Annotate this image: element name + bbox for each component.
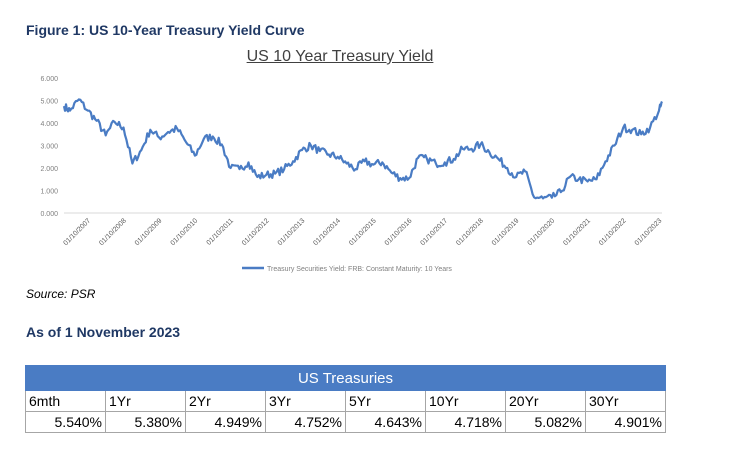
y-tick-label: 6.000 [40,76,58,83]
x-tick-label: 01/10/2008 [98,217,128,247]
y-tick-label: 4.000 [40,121,58,128]
series-line [62,98,663,200]
chart-title: US 10 Year Treasury Yield [0,48,680,66]
x-tick-label: 01/10/2010 [170,217,200,247]
table-value-cell: 5.082% [505,411,586,433]
table-header-row: 6mth 1Yr 2Yr 3Yr 5Yr 10Yr 20Yr 30Yr [25,390,666,412]
x-tick-label: 01/10/2013 [277,217,307,247]
x-tick-label: 01/10/2015 [348,217,378,247]
table-header-cell: 5Yr [345,390,426,412]
table-value-cell: 4.949% [185,411,266,433]
table-banner-row: US Treasuries [25,365,666,391]
x-tick-label: 01/10/2023 [634,217,664,247]
table-header-cell: 30Yr [585,390,666,412]
table-value-cell: 4.643% [345,411,426,433]
x-tick-label: 01/10/2007 [62,217,92,247]
y-tick-label: 0.000 [40,211,58,218]
table-value-row: 5.540% 5.380% 4.949% 4.752% 4.643% 4.718% 5.08… [25,411,666,433]
x-tick-label: 01/10/2018 [455,217,485,247]
table-header-cell: 10Yr [425,390,506,412]
y-tick-label: 5.000 [40,99,58,106]
y-tick-label: 2.000 [40,166,58,173]
table-value-cell: 4.901% [585,411,666,433]
table-header-cell: 20Yr [505,390,586,412]
line-chart: 0.000 1.000 2.000 3.000 4.000 5.000 6.000 01/10… [40,76,664,273]
table-value-cell: 5.380% [105,411,186,433]
x-tick-label: 01/10/2017 [419,217,449,247]
table-header-cell: 6mth [25,390,106,412]
table-value-cell: 5.540% [25,411,106,433]
x-tick-label: 01/10/2022 [598,217,628,247]
chart-area: US 10 Year Treasury Yield 0.000 1.000 2.00… [0,40,680,290]
y-tick-label: 3.000 [40,144,58,151]
table-value-cell: 4.752% [265,411,346,433]
x-tick-label: 01/10/2016 [384,217,414,247]
x-tick-label: 01/10/2011 [206,217,235,246]
y-tick-label: 1.000 [40,189,58,196]
x-tick-label: 01/10/2009 [134,217,164,247]
table-header-cell: 1Yr [105,390,186,412]
as-of-heading: As of 1 November 2023 [26,324,181,340]
table-title: US Treasuries [25,365,666,391]
x-tick-label: 01/10/2020 [527,217,557,247]
source-note: Source: PSR [26,287,96,301]
figure-title: Figure 1: US 10-Year Treasury Yield Curv… [26,22,305,38]
table-header-cell: 3Yr [265,390,346,412]
chart-title-text: US 10 Year Treasury Yield [246,48,434,65]
x-tick-label: 01/10/2019 [491,217,521,247]
legend-label: Treasury Securities Yield: FRB: Constant… [267,266,452,273]
x-tick-label: 01/10/2021 [562,217,592,247]
table-header-cell: 2Yr [185,390,266,412]
treasuries-table: US Treasuries 6mth 1Yr 2Yr 3Yr 5Yr 10Yr 20Yr 30… [25,365,666,433]
x-tick-label: 01/10/2014 [312,217,342,247]
x-tick-label: 01/10/2012 [241,217,271,247]
table-value-cell: 4.718% [425,411,506,433]
